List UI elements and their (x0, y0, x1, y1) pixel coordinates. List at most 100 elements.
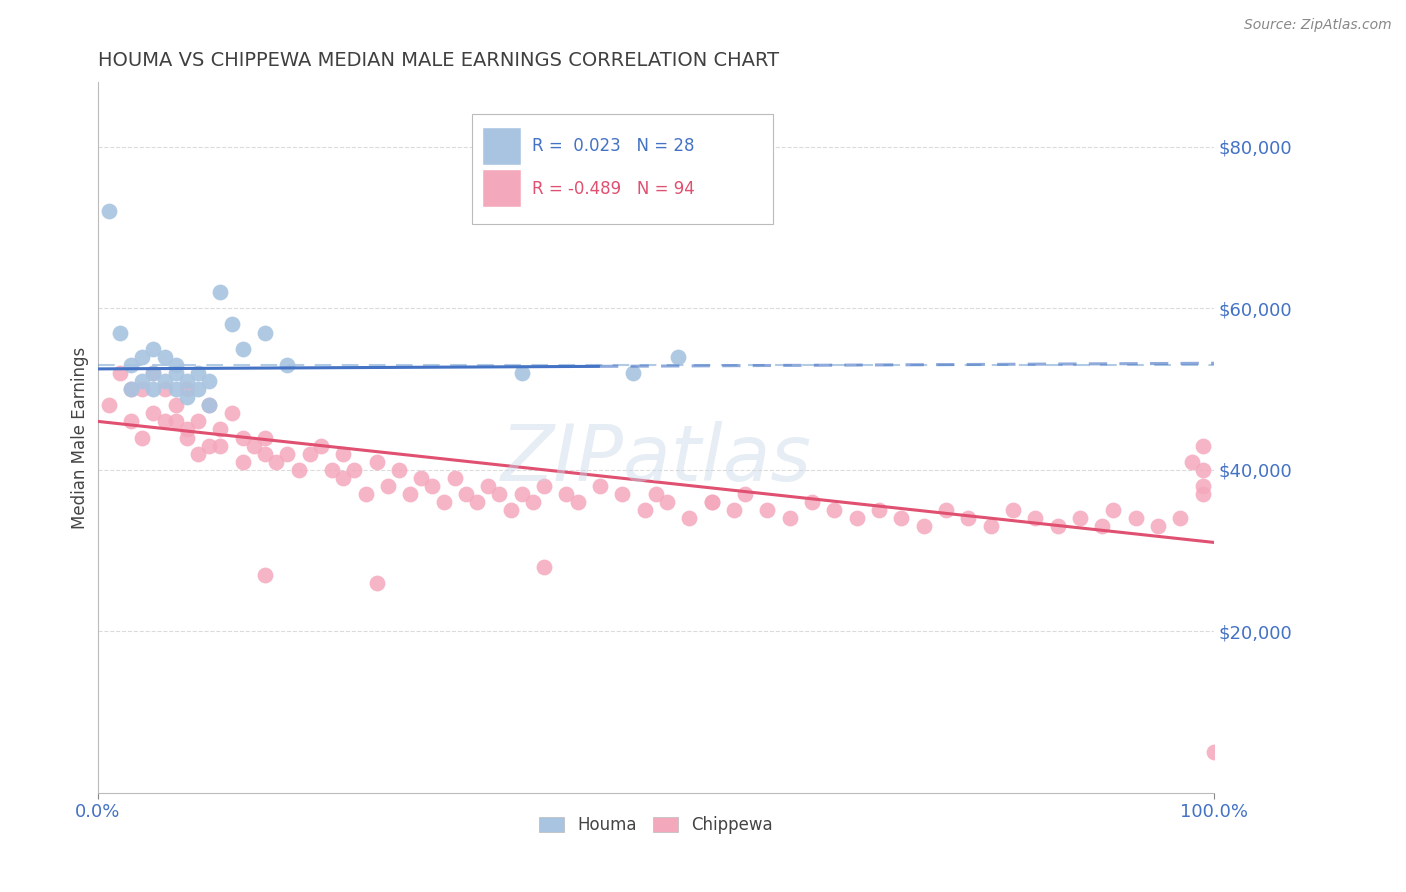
Text: HOUMA VS CHIPPEWA MEDIAN MALE EARNINGS CORRELATION CHART: HOUMA VS CHIPPEWA MEDIAN MALE EARNINGS C… (97, 51, 779, 70)
Point (1046, 519, 1069, 533)
Point (209, 422, 232, 436)
Point (108, 326, 131, 340)
Point (533, 559, 555, 574)
Point (142, 366, 165, 380)
FancyBboxPatch shape (482, 170, 520, 207)
Point (823, 503, 845, 517)
Point (801, 495, 824, 509)
Point (209, 439, 232, 453)
FancyBboxPatch shape (482, 128, 520, 165)
Point (120, 414, 142, 428)
Y-axis label: Median Male Earnings: Median Male Earnings (72, 346, 89, 529)
Point (120, 382, 142, 396)
Point (612, 487, 634, 501)
Point (623, 366, 645, 380)
Point (980, 519, 1002, 533)
Point (120, 382, 142, 396)
Point (165, 398, 187, 412)
Point (131, 430, 153, 444)
Point (97, 398, 120, 412)
Point (465, 495, 488, 509)
Point (443, 471, 465, 485)
Point (477, 479, 499, 493)
Point (411, 471, 433, 485)
Point (165, 382, 187, 396)
Point (433, 495, 456, 509)
Text: R = -0.489   N = 94: R = -0.489 N = 94 (531, 180, 695, 198)
Point (779, 511, 801, 525)
Point (377, 479, 399, 493)
Point (198, 374, 221, 388)
Point (187, 366, 209, 380)
Point (935, 503, 957, 517)
Point (655, 495, 678, 509)
Point (488, 487, 510, 501)
Point (1091, 519, 1114, 533)
Point (1001, 503, 1024, 517)
Point (176, 374, 198, 388)
Point (422, 479, 444, 493)
Point (232, 455, 254, 469)
Point (209, 285, 232, 300)
Point (276, 358, 298, 372)
Point (287, 463, 309, 477)
Point (1191, 439, 1213, 453)
Point (298, 447, 321, 461)
FancyBboxPatch shape (471, 114, 773, 225)
Point (232, 430, 254, 444)
Point (890, 511, 912, 525)
Point (165, 366, 187, 380)
Point (845, 511, 868, 525)
Point (644, 487, 666, 501)
Point (567, 495, 589, 509)
Point (454, 487, 477, 501)
Point (633, 503, 655, 517)
Point (108, 366, 131, 380)
Point (343, 463, 366, 477)
Point (1191, 487, 1213, 501)
Point (153, 374, 176, 388)
Legend: Houma, Chippewa: Houma, Chippewa (538, 816, 773, 834)
Point (1170, 511, 1192, 525)
Point (1125, 511, 1147, 525)
Point (700, 495, 723, 509)
Point (198, 439, 221, 453)
Point (142, 406, 165, 420)
Point (388, 463, 411, 477)
Point (198, 398, 221, 412)
Point (153, 414, 176, 428)
Point (165, 358, 187, 372)
Point (354, 487, 377, 501)
Point (176, 430, 198, 444)
Point (254, 430, 277, 444)
Point (232, 342, 254, 356)
Point (187, 382, 209, 396)
Point (187, 447, 209, 461)
Point (131, 374, 153, 388)
Point (1024, 511, 1046, 525)
Point (957, 511, 980, 525)
Point (221, 406, 243, 420)
Point (276, 447, 298, 461)
Point (678, 511, 700, 525)
Point (756, 503, 779, 517)
Point (1181, 455, 1204, 469)
Point (176, 382, 198, 396)
Point (131, 350, 153, 364)
Point (309, 439, 332, 453)
Text: Source: ZipAtlas.com: Source: ZipAtlas.com (1244, 18, 1392, 32)
Point (366, 455, 388, 469)
Point (666, 350, 689, 364)
Point (243, 439, 266, 453)
Point (723, 503, 745, 517)
Point (176, 390, 198, 404)
Point (1191, 463, 1213, 477)
Point (264, 455, 287, 469)
Point (142, 342, 165, 356)
Point (555, 487, 578, 501)
Point (700, 495, 723, 509)
Point (254, 326, 277, 340)
Point (399, 487, 422, 501)
Point (912, 519, 935, 533)
Point (734, 487, 756, 501)
